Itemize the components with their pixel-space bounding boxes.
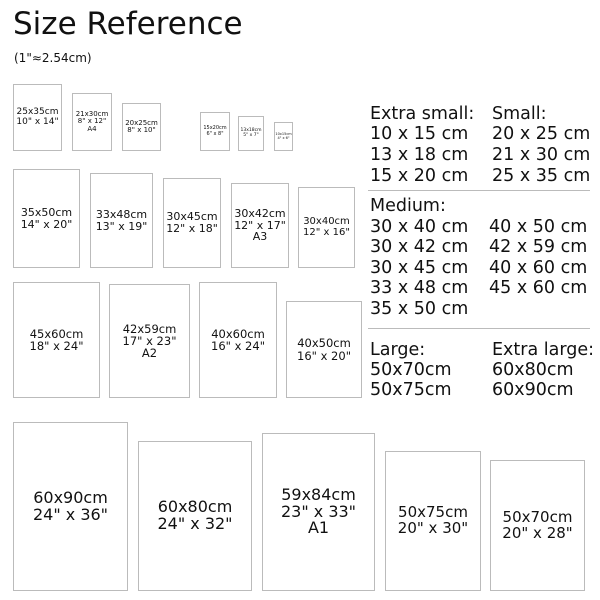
- size-box: 21x30cm 8" x 12" A4: [72, 93, 112, 151]
- size-box: 60x80cm 24" x 32": [138, 441, 252, 591]
- box-cm-label: 42x59cm: [122, 321, 177, 336]
- size-box: 45x60cm 18" x 24": [13, 282, 100, 398]
- size-item: 50x70cm: [370, 360, 452, 380]
- box-extra-label: A4: [87, 124, 97, 133]
- box-in-label: 8" x 10": [127, 126, 156, 134]
- extra-large-label: Extra large:: [492, 340, 595, 360]
- size-item: 30 x 45 cm: [370, 258, 469, 278]
- medium-label: Medium:: [370, 196, 446, 216]
- size-item: 30 x 40 cm: [370, 217, 469, 237]
- size-box: 50x75cm 20" x 30": [385, 451, 481, 591]
- box-cm-label: 13x18cm: [240, 127, 262, 133]
- size-item: 40 x 60 cm: [489, 258, 588, 278]
- box-cm-label: 15x20cm: [203, 125, 227, 132]
- size-item: 60x80cm: [492, 360, 574, 380]
- size-box: 20x25cm 8" x 10": [122, 103, 161, 151]
- box-in-label: 10" x 14": [16, 116, 59, 127]
- box-cm-label: 10x15cm: [275, 131, 292, 136]
- box-cm-label: 33x48cm: [95, 207, 148, 221]
- size-box: 13x18cm 5" x 7": [238, 116, 264, 151]
- size-box: 59x84cm 23" x 33" A1: [262, 433, 375, 591]
- size-box: 10x15cm 4" x 6": [274, 122, 293, 151]
- box-cm-label: 50x75cm: [398, 503, 468, 522]
- size-item: 15 x 20 cm: [370, 166, 469, 186]
- box-in-label: 12" x 16": [303, 226, 350, 238]
- box-extra-label: A3: [252, 230, 268, 244]
- box-in-label: 13" x 19": [95, 219, 148, 233]
- size-box: 33x48cm 13" x 19": [90, 173, 153, 268]
- box-cm-label: 60x80cm: [157, 497, 233, 517]
- box-in-label: 12" x 18": [166, 222, 218, 235]
- small-label: Small:: [492, 104, 547, 124]
- box-in-label: 5" x 7": [243, 132, 259, 138]
- box-in-label: 24" x 36": [32, 504, 109, 524]
- box-cm-label: 40x50cm: [297, 336, 351, 351]
- size-box: 15x20cm 6" x 8": [200, 112, 230, 151]
- box-cm-label: 40x60cm: [211, 326, 265, 341]
- size-item: 25 x 35 cm: [492, 166, 591, 186]
- size-box: 30x45cm 12" x 18": [163, 178, 221, 268]
- size-item: 42 x 59 cm: [489, 237, 588, 257]
- box-in-label: 16" x 24": [211, 339, 265, 353]
- size-item: 30 x 42 cm: [370, 237, 469, 257]
- size-item: 21 x 30 cm: [492, 145, 591, 165]
- size-box: 35x50cm 14" x 20": [13, 169, 80, 268]
- extra-small-label: Extra small:: [370, 104, 475, 124]
- box-in-label: 17" x 23": [122, 333, 177, 348]
- box-in-label: 23" x 33": [280, 501, 357, 521]
- size-item: 45 x 60 cm: [489, 278, 588, 298]
- box-cm-label: 45x60cm: [29, 326, 84, 341]
- size-item: 35 x 50 cm: [370, 299, 469, 319]
- box-cm-label: 21x30cm: [75, 109, 109, 118]
- size-item: 13 x 18 cm: [370, 145, 469, 165]
- size-item: 20 x 25 cm: [492, 124, 591, 144]
- box-cm-label: 30x45cm: [166, 210, 218, 224]
- box-cm-label: 25x35cm: [16, 107, 59, 118]
- box-cm-label: 50x70cm: [502, 507, 573, 526]
- size-item: 33 x 48 cm: [370, 278, 469, 298]
- size-box: 30x40cm 12" x 16": [298, 187, 355, 268]
- large-label: Large:: [370, 340, 426, 360]
- box-in-label: 8" x 12": [77, 117, 107, 126]
- size-box: 25x35cm 10" x 14": [13, 84, 62, 151]
- size-item: 40 x 50 cm: [489, 217, 588, 237]
- subtitle: (1"≈2.54cm): [14, 51, 92, 65]
- box-in-label: 20" x 30": [397, 519, 469, 537]
- box-in-label: 4" x 6": [277, 135, 290, 140]
- divider: [368, 190, 590, 191]
- box-extra-label: A1: [307, 518, 330, 538]
- box-in-label: 6" x 8": [206, 130, 224, 137]
- box-in-label: 18" x 24": [29, 339, 84, 353]
- box-in-label: 20" x 28": [502, 523, 573, 542]
- size-box: 40x60cm 16" x 24": [199, 282, 277, 398]
- box-cm-label: 60x90cm: [33, 487, 108, 507]
- box-cm-label: 30x40cm: [303, 216, 350, 227]
- size-box: 50x70cm 20" x 28": [490, 460, 585, 591]
- size-box: 60x90cm 24" x 36": [13, 422, 128, 591]
- box-in-label: 16" x 20": [297, 348, 351, 363]
- size-box: 42x59cm 17" x 23" A2: [109, 284, 190, 398]
- size-item: 60x90cm: [492, 380, 574, 400]
- size-item: 10 x 15 cm: [370, 124, 469, 144]
- box-cm-label: 30x42cm: [234, 207, 286, 221]
- box-cm-label: 20x25cm: [125, 118, 158, 127]
- divider: [368, 328, 590, 329]
- box-in-label: 24" x 32": [157, 514, 233, 533]
- size-box: 30x42cm 12" x 17" A3: [231, 183, 289, 268]
- box-extra-label: A2: [141, 346, 158, 361]
- box-cm-label: 35x50cm: [20, 205, 73, 219]
- box-cm-label: 59x84cm: [281, 484, 356, 504]
- box-in-label: 12" x 17": [234, 218, 286, 232]
- box-in-label: 14" x 20": [20, 217, 73, 231]
- size-item: 50x75cm: [370, 380, 452, 400]
- page-title: Size Reference: [13, 6, 243, 42]
- size-box: 40x50cm 16" x 20": [286, 301, 362, 398]
